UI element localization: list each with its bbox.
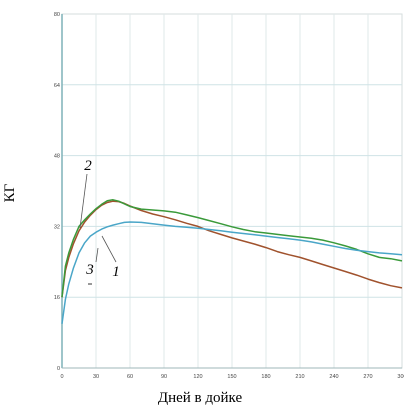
x-tick-label: 210	[295, 374, 304, 380]
x-tick-label: 150	[227, 374, 236, 380]
series-line-3	[61, 221, 403, 324]
x-tick-label: 270	[363, 374, 372, 380]
y-tick-label: 16	[54, 295, 60, 301]
y-tick-label: 80	[54, 12, 60, 18]
grid	[62, 14, 402, 368]
x-axis-title: Дней в дойке	[158, 390, 243, 406]
x-tick-label: 0	[60, 374, 63, 380]
x-tick-label: 180	[261, 374, 270, 380]
y-tick-label: 64	[54, 83, 60, 89]
x-tick-label: 90	[161, 374, 167, 380]
curve-label-2: 2	[84, 158, 92, 174]
x-tick-label: 300	[397, 374, 404, 380]
y-tick-label: 0	[57, 366, 60, 372]
curve-label-leader-2	[79, 173, 88, 229]
curve-labels: 1 2 3	[79, 158, 120, 285]
series-line-2	[61, 199, 403, 298]
x-tick-label: 120	[193, 374, 202, 380]
y-tick-label: 48	[54, 154, 60, 160]
curve-label-3: 3	[85, 262, 94, 278]
curve-label-leader-1	[101, 235, 117, 263]
x-tick-label: 60	[127, 374, 133, 380]
series-line-1	[61, 200, 403, 298]
x-tick-label: 30	[93, 374, 99, 380]
series-lines	[61, 199, 403, 324]
axes	[61, 14, 402, 369]
y-axis-title: КГ	[2, 183, 18, 202]
tick-labels: 030609012015018021024027030001632486480	[54, 12, 404, 380]
x-tick-label: 240	[329, 374, 338, 380]
y-tick-label: 32	[54, 224, 60, 230]
curve-label-1: 1	[112, 264, 120, 280]
curve-label-leader-3	[95, 247, 99, 263]
